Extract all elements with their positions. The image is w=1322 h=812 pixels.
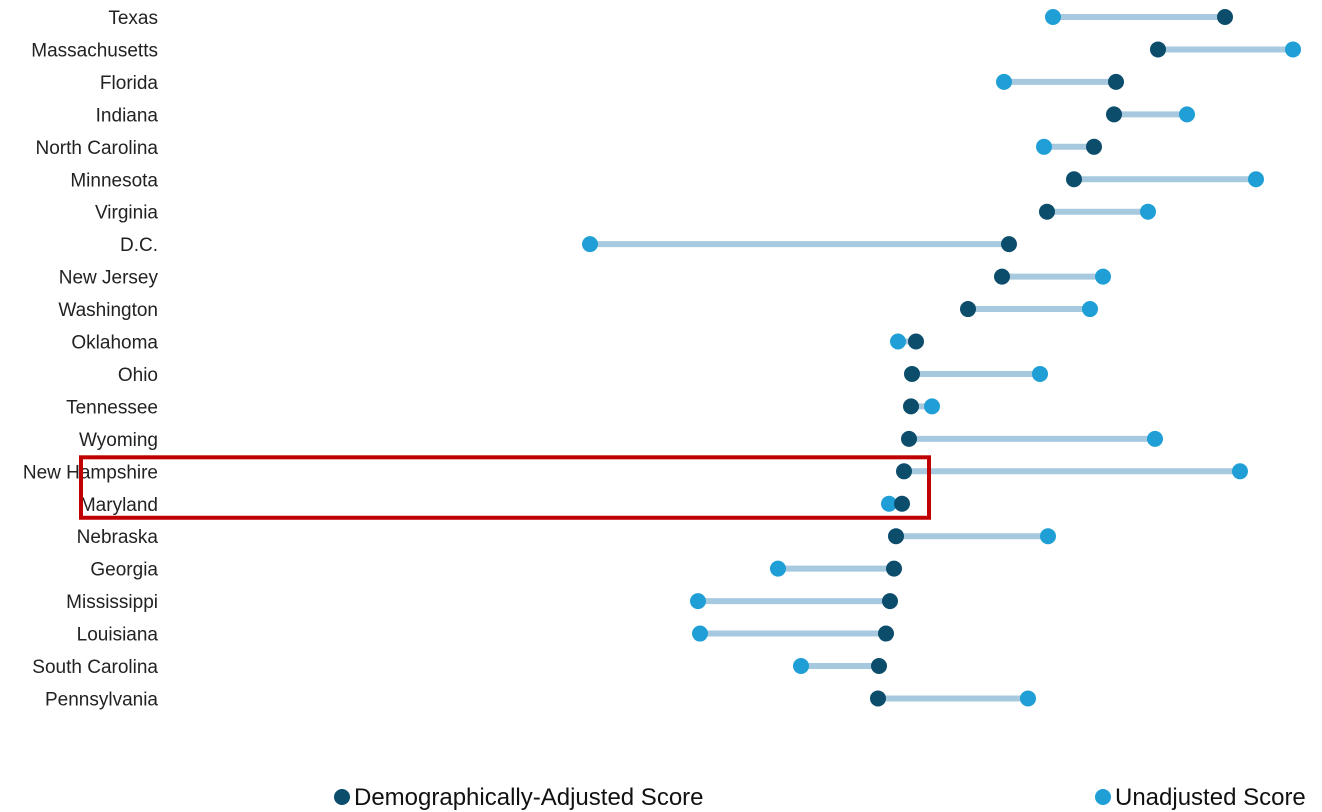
adjusted-point-maryland <box>894 495 910 512</box>
unadjusted-point-georgia <box>770 560 786 577</box>
unadjusted-point-louisiana <box>692 625 708 642</box>
legend-marker-adjusted <box>334 789 350 805</box>
adjusted-point-mississippi <box>882 593 898 610</box>
state-label-pennsylvania: Pennsylvania <box>45 689 158 710</box>
adjusted-point-nebraska <box>888 528 904 545</box>
adjusted-point-georgia <box>886 560 902 577</box>
adjusted-point-washington <box>960 301 976 318</box>
state-label-georgia: Georgia <box>90 560 158 581</box>
adjusted-point-florida <box>1108 73 1124 90</box>
state-label-florida: Florida <box>100 73 159 94</box>
unadjusted-point-nebraska <box>1040 528 1056 545</box>
state-label-oklahoma: Oklahoma <box>71 333 158 354</box>
legend-marker-unadjusted <box>1095 789 1111 805</box>
state-label-louisiana: Louisiana <box>77 625 159 646</box>
unadjusted-point-tennessee <box>924 398 940 415</box>
adjusted-point-minnesota <box>1066 171 1082 188</box>
state-label-nebraska: Nebraska <box>77 527 159 548</box>
unadjusted-point-massachusetts <box>1285 41 1301 58</box>
adjusted-point-louisiana <box>878 625 894 642</box>
adjusted-point-wyoming <box>901 430 917 447</box>
unadjusted-point-texas <box>1045 9 1061 25</box>
state-label-north-carolina: North Carolina <box>36 138 159 159</box>
highlight-box <box>79 455 931 520</box>
state-label-minnesota: Minnesota <box>70 170 158 191</box>
legend-label-adjusted: Demographically-Adjusted Score <box>354 784 704 811</box>
adjusted-point-south-carolina <box>871 658 887 674</box>
state-label-wyoming: Wyoming <box>79 430 158 451</box>
unadjusted-point-minnesota <box>1248 171 1264 188</box>
state-label-massachusetts: Massachusetts <box>31 40 158 61</box>
state-label-south-carolina: South Carolina <box>32 657 158 678</box>
state-label-washington: Washington <box>58 300 158 321</box>
adjusted-point-oklahoma <box>908 333 924 350</box>
state-label-new-hampshire: New Hampshire <box>23 462 158 483</box>
unadjusted-point-indiana <box>1179 106 1195 123</box>
state-label-virginia: Virginia <box>95 203 158 224</box>
state-label-d-c: D.C. <box>120 235 158 256</box>
highlight-layer <box>79 455 931 520</box>
unadjusted-point-wyoming <box>1147 430 1163 447</box>
point-layer <box>582 9 1301 707</box>
unadjusted-point-florida <box>996 73 1012 90</box>
adjusted-point-indiana <box>1106 106 1122 123</box>
unadjusted-point-washington <box>1082 301 1098 318</box>
state-label-ohio: Ohio <box>118 365 158 386</box>
state-label-new-jersey: New Jersey <box>59 268 159 289</box>
unadjusted-point-oklahoma <box>890 333 906 350</box>
legend-label-unadjusted: Unadjusted Score <box>1115 784 1306 811</box>
adjusted-point-north-carolina <box>1086 138 1102 155</box>
adjusted-point-new-hampshire <box>896 463 912 480</box>
unadjusted-point-south-carolina <box>793 658 809 674</box>
adjusted-point-texas <box>1217 9 1233 25</box>
state-label-tennessee: Tennessee <box>66 397 158 418</box>
unadjusted-point-ohio <box>1032 365 1048 382</box>
unadjusted-point-north-carolina <box>1036 138 1052 155</box>
adjusted-point-new-jersey <box>994 268 1010 285</box>
unadjusted-point-virginia <box>1140 203 1156 220</box>
state-label-mississippi: Mississippi <box>66 592 158 613</box>
adjusted-point-tennessee <box>903 398 919 415</box>
state-label-maryland: Maryland <box>80 495 158 516</box>
connector-layer <box>590 14 1293 702</box>
unadjusted-point-d-c <box>582 236 598 253</box>
state-label-layer: Texas Massachusetts Florida Indiana North Ca… <box>23 8 159 710</box>
unadjusted-point-mississippi <box>690 593 706 610</box>
unadjusted-point-maryland <box>881 495 897 512</box>
state-label-indiana: Indiana <box>96 105 159 126</box>
unadjusted-point-pennsylvania <box>1020 690 1036 707</box>
unadjusted-point-new-hampshire <box>1232 463 1248 480</box>
adjusted-point-virginia <box>1039 203 1055 220</box>
adjusted-point-ohio <box>904 365 920 382</box>
adjusted-point-pennsylvania <box>870 690 886 707</box>
adjusted-point-massachusetts <box>1150 41 1166 58</box>
adjusted-point-d-c <box>1001 236 1017 253</box>
legend: Demographically-Adjusted Score Unadjuste… <box>334 784 1306 811</box>
unadjusted-point-new-jersey <box>1095 268 1111 285</box>
state-label-texas: Texas <box>108 8 158 29</box>
